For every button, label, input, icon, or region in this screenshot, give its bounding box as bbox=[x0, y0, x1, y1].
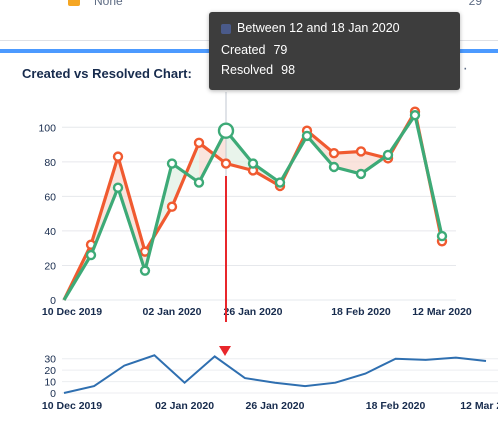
x-tick-label: 26 Jan 2020 bbox=[224, 306, 283, 318]
legend-label: None bbox=[94, 0, 123, 8]
mini-x-tick-label: 26 Jan 2020 bbox=[246, 400, 305, 412]
legend-row-none: None bbox=[68, 0, 123, 8]
data-point-resolved bbox=[217, 122, 235, 139]
data-point-resolved bbox=[112, 182, 124, 193]
y-tick-label: 40 bbox=[44, 226, 56, 238]
mini-x-tick-label: 12 Mar 2020 bbox=[460, 400, 498, 412]
tooltip-resolved-label: Resolved bbox=[221, 63, 274, 77]
gadget-title: Created vs Resolved Chart: bbox=[22, 66, 192, 81]
x-tick-label: 12 Mar 2020 bbox=[412, 306, 472, 318]
data-point-created bbox=[328, 147, 340, 159]
data-point-resolved bbox=[274, 177, 286, 188]
created-vs-resolved-chart[interactable]: 0 20 40 60 80 100 10 Dec 2019 02 Jan 2020 26 Jan… bbox=[0, 92, 498, 322]
data-point-resolved bbox=[301, 130, 313, 142]
y-tick-label: 80 bbox=[44, 157, 56, 169]
mini-x-tick-label: 10 Dec 2019 bbox=[42, 400, 102, 412]
data-point-resolved bbox=[85, 249, 97, 261]
mini-y-tick-label: 30 bbox=[44, 354, 56, 366]
tooltip-resolved-value: 98 bbox=[281, 63, 296, 77]
mini-y-tick-label: 0 bbox=[50, 388, 56, 400]
y-tick-label: 100 bbox=[38, 122, 56, 134]
y-tick-label: 60 bbox=[44, 191, 56, 203]
data-point-resolved bbox=[382, 149, 394, 161]
data-point-resolved bbox=[139, 265, 151, 276]
tooltip-created-row: Created 79 bbox=[221, 43, 287, 57]
y-tick-label: 0 bbox=[50, 295, 56, 307]
data-point-resolved bbox=[193, 177, 205, 188]
x-tick-label: 10 Dec 2019 bbox=[42, 306, 102, 318]
data-point-created bbox=[193, 137, 205, 149]
mini-x-tick-label: 18 Feb 2020 bbox=[366, 400, 426, 412]
legend-swatch bbox=[68, 0, 80, 6]
mini-y-tick-label: 20 bbox=[44, 365, 56, 377]
series-line-created bbox=[62, 110, 444, 301]
x-tick-label: 18 Feb 2020 bbox=[331, 306, 391, 318]
tooltip-resolved-row: Resolved 98 bbox=[221, 63, 295, 77]
data-point-resolved bbox=[166, 158, 178, 169]
data-point-resolved bbox=[409, 109, 421, 121]
chart-tooltip: Between 12 and 18 Jan 2020 Created 79 Res… bbox=[209, 12, 460, 90]
y-tick-label: 20 bbox=[44, 260, 56, 272]
tooltip-created-value: 79 bbox=[273, 43, 288, 57]
tooltip-swatch bbox=[221, 24, 231, 34]
mini-x-tick-label: 02 Jan 2020 bbox=[155, 400, 214, 412]
x-tick-label: 02 Jan 2020 bbox=[143, 306, 202, 318]
tooltip-created-label: Created bbox=[221, 43, 266, 57]
data-point-resolved bbox=[355, 168, 367, 180]
data-point-created bbox=[355, 146, 367, 157]
annotation-arrow-head bbox=[219, 346, 231, 356]
data-point-created bbox=[112, 151, 124, 162]
tooltip-title: Between 12 and 18 Jan 2020 bbox=[237, 21, 400, 35]
data-point-resolved bbox=[328, 161, 340, 173]
mini-series-line bbox=[63, 354, 487, 394]
legend-value: 29 bbox=[468, 0, 482, 8]
mini-y-tick-label: 10 bbox=[44, 377, 56, 389]
series-line-resolved bbox=[62, 113, 444, 301]
data-point-resolved bbox=[436, 230, 448, 242]
data-point-created bbox=[220, 158, 232, 169]
data-point-created bbox=[166, 201, 178, 212]
data-point-resolved bbox=[247, 158, 259, 169]
